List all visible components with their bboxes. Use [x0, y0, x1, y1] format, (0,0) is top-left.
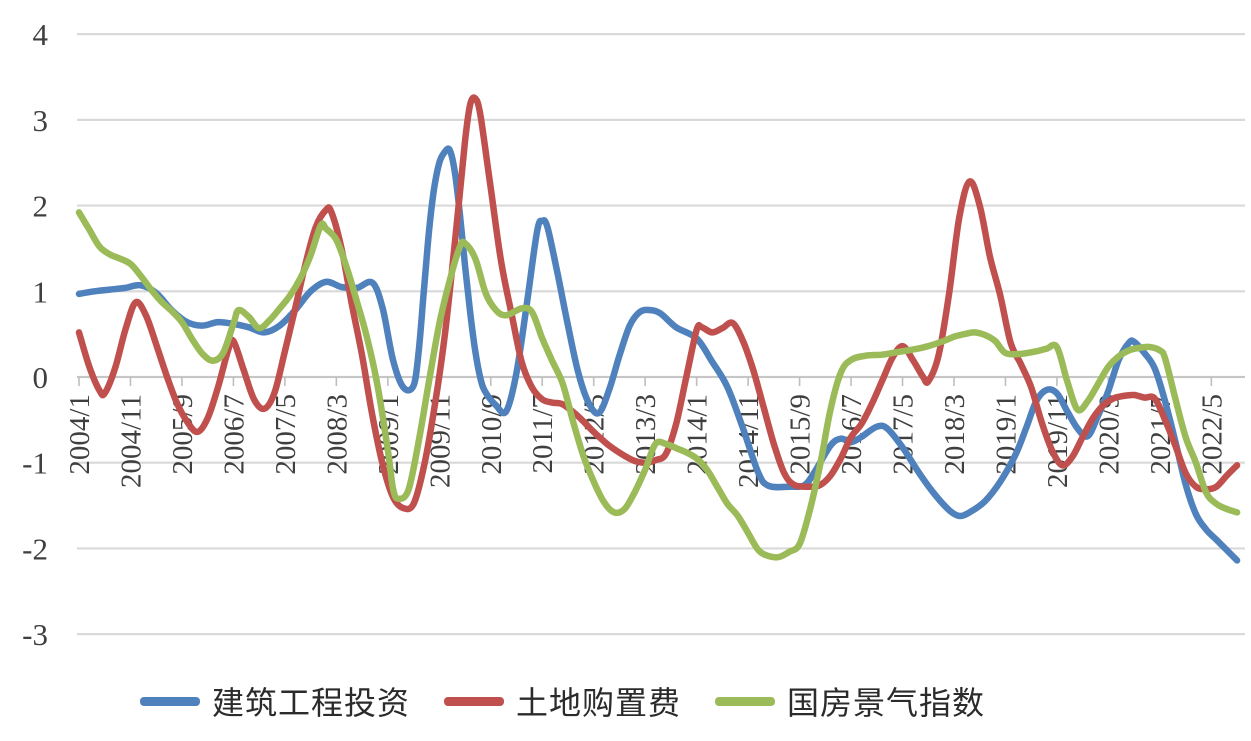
x-tick-label: 2022/5	[1196, 394, 1228, 475]
y-tick-label: -2	[22, 531, 48, 566]
chart-legend: 建筑工程投资 土地购置费 国房景气指数	[140, 680, 985, 722]
y-tick-label: 1	[33, 274, 49, 309]
x-tick-label: 2010/9	[476, 394, 508, 475]
x-tick-label: 2007/5	[270, 394, 302, 475]
legend-label: 国房景气指数	[787, 685, 986, 721]
series-line	[75, 94, 1241, 513]
legend-label: 土地购置费	[516, 685, 682, 721]
y-tick-label: -3	[22, 617, 48, 652]
x-axis	[77, 376, 1245, 386]
x-tick-label: 2018/3	[939, 394, 971, 475]
x-tick-label: 2004/11	[115, 394, 147, 488]
legend-item: 建筑工程投资	[140, 678, 410, 724]
x-tick-label: 2006/7	[218, 394, 250, 475]
y-tick-label: 2	[33, 189, 49, 224]
series-line	[75, 145, 1241, 564]
legend-item: 国房景气指数	[715, 678, 985, 724]
legend-item: 土地购置费	[444, 678, 681, 724]
legend-label: 建筑工程投资	[212, 685, 411, 721]
x-tick-label: 2005/9	[167, 394, 199, 475]
y-tick-label: 3	[33, 103, 49, 138]
x-tick-label: 2011/7	[527, 394, 559, 473]
x-tick-label: 2019/1	[990, 394, 1022, 475]
y-tick-label: 4	[33, 17, 49, 52]
gridlines	[77, 33, 1245, 636]
y-tick-label: -1	[22, 446, 48, 481]
legend-swatch	[715, 696, 776, 706]
x-tick-label: 2008/3	[321, 394, 353, 475]
x-tick-label: 2015/9	[785, 394, 817, 475]
legend-swatch	[140, 696, 200, 706]
series-line	[75, 209, 1241, 561]
series-lines	[75, 94, 1241, 564]
y-axis-labels: 4 3 2 1 0 -1 -2 -3	[22, 17, 48, 652]
legend-swatch	[444, 696, 505, 706]
y-tick-label: 0	[33, 360, 49, 395]
x-tick-label: 2004/1	[64, 394, 96, 475]
